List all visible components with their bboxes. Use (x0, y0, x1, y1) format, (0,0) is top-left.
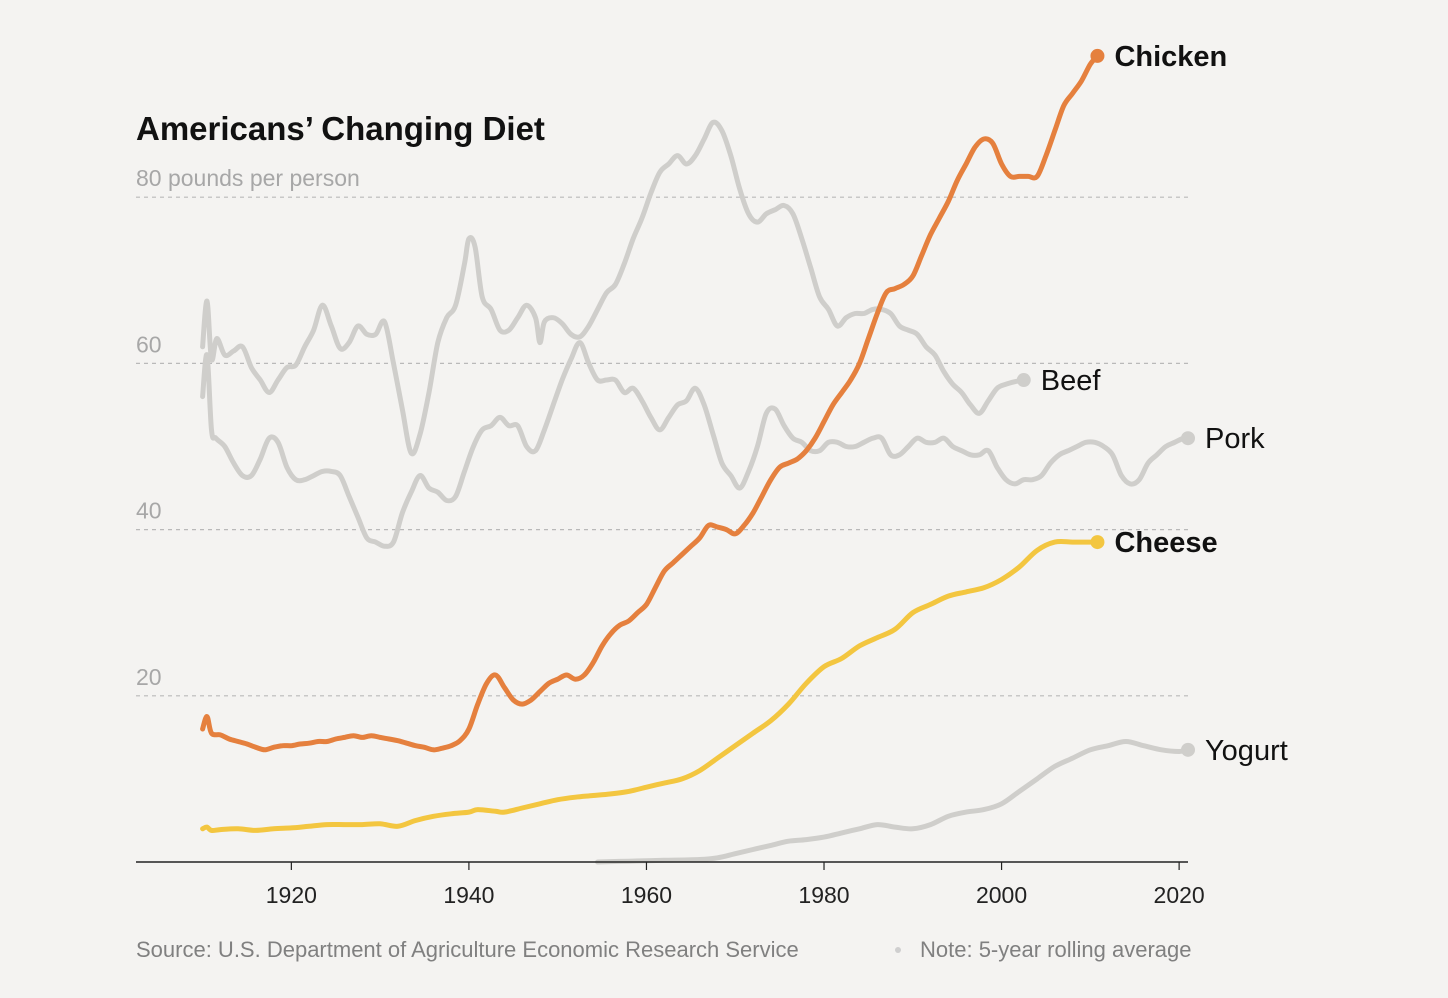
gridlines (136, 196, 1188, 697)
x-tick-label-1960: 1960 (621, 882, 672, 908)
x-tick-label-2000: 2000 (976, 882, 1027, 908)
x-axis-ticks: 1920 1940 1960 1980 2000 2020 (266, 862, 1205, 908)
x-tick-label-2020: 2020 (1154, 882, 1205, 908)
series-end-dot-yogurt (1181, 742, 1195, 757)
series-end-dot-cheese (1090, 535, 1105, 550)
series-label-yogurt: Yogurt (1205, 735, 1288, 767)
series-label-cheese: Cheese (1114, 527, 1217, 559)
series-line-beef (200, 119, 1027, 457)
series-label-pork: Pork (1205, 423, 1265, 455)
x-tick-label-1980: 1980 (798, 882, 849, 908)
x-tick-label-1920: 1920 (266, 882, 317, 908)
series-end-dot-chicken (1090, 48, 1105, 63)
x-tick-label-1940: 1940 (443, 882, 494, 908)
series-end-labels: Chicken Beef Pork Cheese Yogurt (1041, 41, 1288, 767)
series-line-chicken (200, 53, 1100, 753)
y-tick-label-60: 60 (136, 331, 162, 357)
series-line-yogurt (595, 739, 1191, 865)
series-line-cheese (200, 538, 1100, 833)
footnote: Note: 5-year rolling average (920, 937, 1191, 962)
y-axis-ticks: 80 pounds per person 60 40 20 (136, 165, 360, 690)
series-end-dot-beef (1016, 373, 1031, 388)
series-lines (200, 48, 1195, 865)
footer-separator-dot (895, 947, 901, 953)
source-note: Source: U.S. Department of Agriculture E… (136, 937, 799, 962)
y-tick-label-80: 80 pounds per person (136, 165, 360, 191)
series-end-dot-pork (1181, 431, 1195, 446)
series-line-pork (200, 340, 1191, 549)
y-tick-label-40: 40 (136, 498, 162, 524)
y-tick-label-20: 20 (136, 664, 162, 690)
series-label-beef: Beef (1041, 365, 1102, 397)
chart-title: Americans’ Changing Diet (136, 110, 545, 147)
series-label-chicken: Chicken (1114, 41, 1227, 73)
